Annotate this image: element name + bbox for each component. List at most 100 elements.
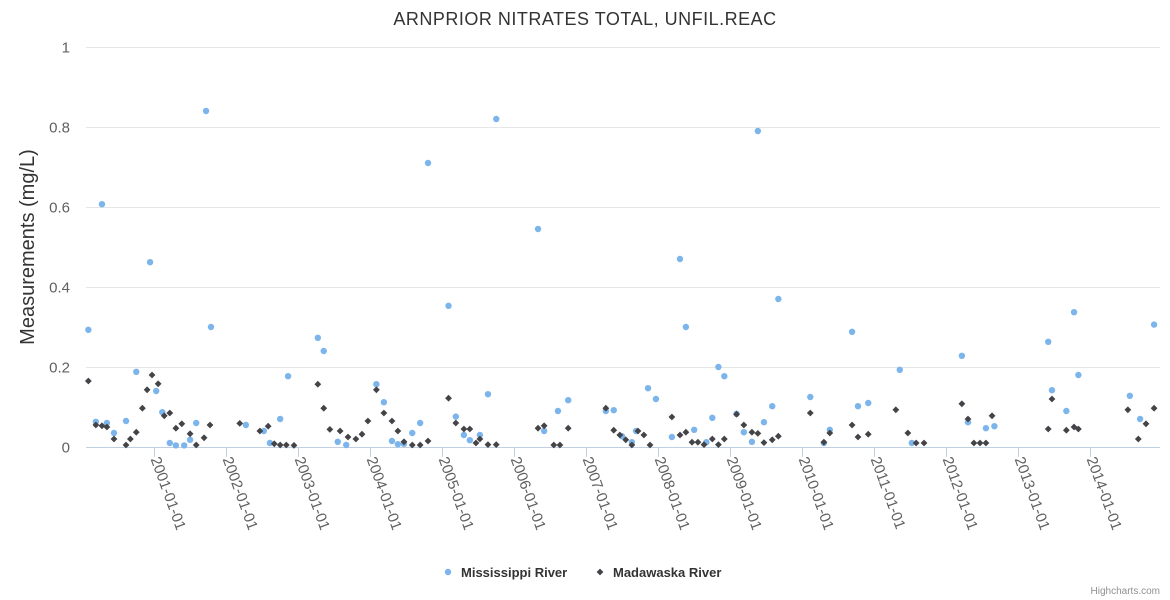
point-mississippi[interactable] bbox=[715, 363, 722, 371]
point-mississippi[interactable] bbox=[676, 255, 684, 263]
point-madawaska[interactable] bbox=[602, 404, 610, 412]
point-madawaska[interactable] bbox=[408, 441, 416, 449]
point-mississippi[interactable] bbox=[146, 259, 154, 266]
point-madawaska[interactable] bbox=[282, 441, 290, 449]
point-madawaska[interactable] bbox=[912, 439, 920, 447]
point-madawaska[interactable] bbox=[160, 412, 168, 420]
point-madawaska[interactable] bbox=[126, 435, 134, 443]
point-madawaska[interactable] bbox=[236, 420, 244, 427]
point-mississippi[interactable] bbox=[848, 328, 856, 335]
point-madawaska[interactable] bbox=[352, 435, 360, 443]
point-mississippi[interactable] bbox=[1136, 415, 1144, 423]
point-madawaska[interactable] bbox=[1150, 404, 1158, 412]
point-mississippi[interactable] bbox=[452, 413, 460, 420]
point-madawaska[interactable] bbox=[892, 406, 900, 414]
point-madawaska[interactable] bbox=[1134, 435, 1142, 443]
point-mississippi[interactable] bbox=[466, 437, 474, 444]
point-madawaska[interactable] bbox=[103, 423, 111, 431]
point-mississippi[interactable] bbox=[610, 407, 617, 414]
point-mississippi[interactable] bbox=[202, 107, 210, 115]
point-mississippi[interactable] bbox=[85, 326, 92, 333]
point-mississippi[interactable] bbox=[1126, 392, 1134, 399]
point-mississippi[interactable] bbox=[769, 403, 776, 410]
point-madawaska[interactable] bbox=[1074, 425, 1082, 433]
point-madawaska[interactable] bbox=[445, 394, 452, 402]
point-mississippi[interactable] bbox=[493, 115, 500, 123]
point-madawaska[interactable] bbox=[715, 441, 722, 448]
point-mississippi[interactable] bbox=[445, 302, 452, 309]
point-madawaska[interactable] bbox=[416, 441, 424, 449]
point-madawaska[interactable] bbox=[256, 427, 264, 435]
point-mississippi[interactable] bbox=[484, 391, 492, 398]
point-madawaska[interactable] bbox=[138, 404, 146, 412]
point-madawaska[interactable] bbox=[622, 436, 630, 444]
point-mississippi[interactable] bbox=[122, 417, 130, 425]
point-mississippi[interactable] bbox=[1045, 338, 1052, 345]
point-madawaska[interactable] bbox=[1124, 406, 1132, 414]
point-madawaska[interactable] bbox=[380, 409, 388, 417]
point-mississippi[interactable] bbox=[260, 427, 268, 435]
point-mississippi[interactable] bbox=[266, 439, 274, 447]
point-madawaska[interactable] bbox=[400, 438, 408, 446]
point-madawaska[interactable] bbox=[958, 400, 966, 408]
point-mississippi[interactable] bbox=[865, 399, 872, 407]
point-madawaska[interactable] bbox=[270, 440, 278, 448]
point-madawaska[interactable] bbox=[206, 421, 214, 429]
point-mississippi[interactable] bbox=[284, 373, 292, 380]
point-madawaska[interactable] bbox=[682, 428, 690, 436]
point-madawaska[interactable] bbox=[740, 421, 748, 429]
point-mississippi[interactable] bbox=[152, 387, 160, 395]
point-mississippi[interactable] bbox=[334, 438, 341, 445]
point-madawaska[interactable] bbox=[826, 429, 834, 437]
point-mississippi[interactable] bbox=[754, 127, 762, 135]
point-mississippi[interactable] bbox=[110, 429, 118, 437]
point-madawaska[interactable] bbox=[460, 425, 468, 433]
point-madawaska[interactable] bbox=[760, 439, 768, 446]
point-mississippi[interactable] bbox=[343, 441, 350, 449]
point-mississippi[interactable] bbox=[896, 366, 903, 373]
point-mississippi[interactable] bbox=[207, 323, 215, 331]
point-madawaska[interactable] bbox=[1062, 426, 1070, 434]
point-madawaska[interactable] bbox=[1048, 395, 1056, 403]
point-mississippi[interactable] bbox=[908, 439, 916, 447]
credits-link[interactable]: Highcharts.com bbox=[1091, 586, 1160, 597]
point-mississippi[interactable] bbox=[690, 426, 698, 433]
point-mississippi[interactable] bbox=[192, 419, 200, 427]
point-madawaska[interactable] bbox=[1044, 425, 1052, 433]
point-madawaska[interactable] bbox=[754, 430, 762, 437]
legend-item-mississippi[interactable]: Mississippi River bbox=[444, 565, 567, 580]
point-mississippi[interactable] bbox=[394, 441, 402, 448]
point-madawaska[interactable] bbox=[143, 386, 151, 394]
point-madawaska[interactable] bbox=[564, 424, 572, 432]
point-mississippi[interactable] bbox=[133, 368, 140, 375]
point-mississippi[interactable] bbox=[854, 403, 862, 410]
point-madawaska[interactable] bbox=[166, 409, 174, 417]
point-madawaska[interactable] bbox=[154, 380, 162, 388]
point-mississippi[interactable] bbox=[775, 295, 782, 303]
point-mississippi[interactable] bbox=[103, 419, 111, 427]
point-madawaska[interactable] bbox=[264, 422, 272, 430]
point-mississippi[interactable] bbox=[554, 407, 562, 415]
point-madawaska[interactable] bbox=[484, 441, 492, 448]
point-madawaska[interactable] bbox=[628, 441, 636, 449]
point-mississippi[interactable] bbox=[540, 427, 548, 435]
point-madawaska[interactable] bbox=[388, 417, 396, 425]
point-madawaska[interactable] bbox=[424, 437, 432, 445]
point-mississippi[interactable] bbox=[652, 395, 660, 403]
legend-item-madawaska[interactable]: Madawaska River bbox=[596, 565, 722, 580]
point-mississippi[interactable] bbox=[1070, 309, 1078, 316]
point-mississippi[interactable] bbox=[409, 429, 416, 437]
point-madawaska[interactable] bbox=[1070, 423, 1078, 431]
point-madawaska[interactable] bbox=[358, 430, 366, 438]
point-madawaska[interactable] bbox=[132, 428, 140, 436]
point-madawaska[interactable] bbox=[276, 441, 284, 449]
point-madawaska[interactable] bbox=[476, 435, 484, 443]
point-madawaska[interactable] bbox=[676, 431, 684, 439]
point-madawaska[interactable] bbox=[904, 429, 912, 437]
point-madawaska[interactable] bbox=[186, 430, 194, 438]
point-mississippi[interactable] bbox=[186, 436, 194, 443]
point-madawaska[interactable] bbox=[344, 433, 352, 441]
point-mississippi[interactable] bbox=[682, 323, 690, 331]
point-madawaska[interactable] bbox=[982, 439, 990, 447]
point-mississippi[interactable] bbox=[534, 225, 542, 233]
